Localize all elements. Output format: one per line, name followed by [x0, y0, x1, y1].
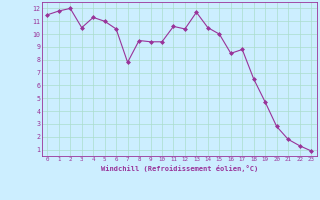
X-axis label: Windchill (Refroidissement éolien,°C): Windchill (Refroidissement éolien,°C) [100, 165, 258, 172]
